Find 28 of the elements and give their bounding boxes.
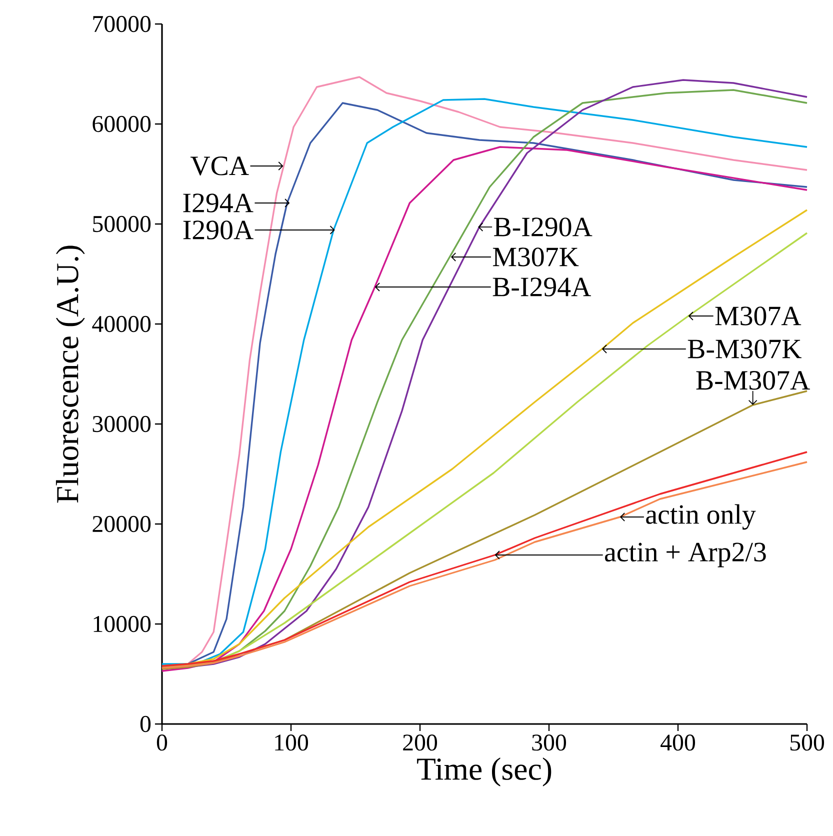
line-series [161, 390, 808, 670]
x-tick-label: 100 [275, 734, 308, 751]
annotation: B-I290A [494, 218, 592, 236]
x-tick-label: 400 [660, 734, 696, 751]
x-tick-label: 0 [156, 734, 168, 751]
annotation: B-M307K [688, 340, 802, 358]
annotation: actin + Arp2/3 [605, 542, 766, 568]
annotation: I294A [183, 194, 254, 212]
y-tick-label: 20000 [92, 516, 151, 532]
annotation: M307K [492, 248, 579, 266]
y-tick-label: 70000 [93, 16, 151, 32]
annotation: VCA [190, 156, 249, 176]
y-axis-title: Fluorescence (A.U.) [56, 246, 85, 503]
y-tick-label: 60000 [92, 116, 151, 132]
y-tick-label: 50000 [93, 216, 151, 232]
y-tick-label: 0 [140, 716, 151, 732]
annotation: actin only [646, 504, 756, 530]
annotation: I290A [183, 220, 254, 240]
y-tick-label: 30000 [92, 416, 151, 432]
y-tick-label: 10000 [94, 616, 151, 632]
x-tick-label: 500 [790, 734, 824, 751]
annotation: M307A [715, 306, 802, 326]
annotation: B-M307A [696, 370, 810, 390]
y-tick-label: 40000 [92, 316, 151, 332]
x-tick-label: 300 [532, 734, 566, 751]
x-axis-title: Time (sec) [417, 758, 552, 786]
annotation: B-I294A [492, 278, 592, 296]
x-tick-label: 200 [403, 734, 438, 751]
